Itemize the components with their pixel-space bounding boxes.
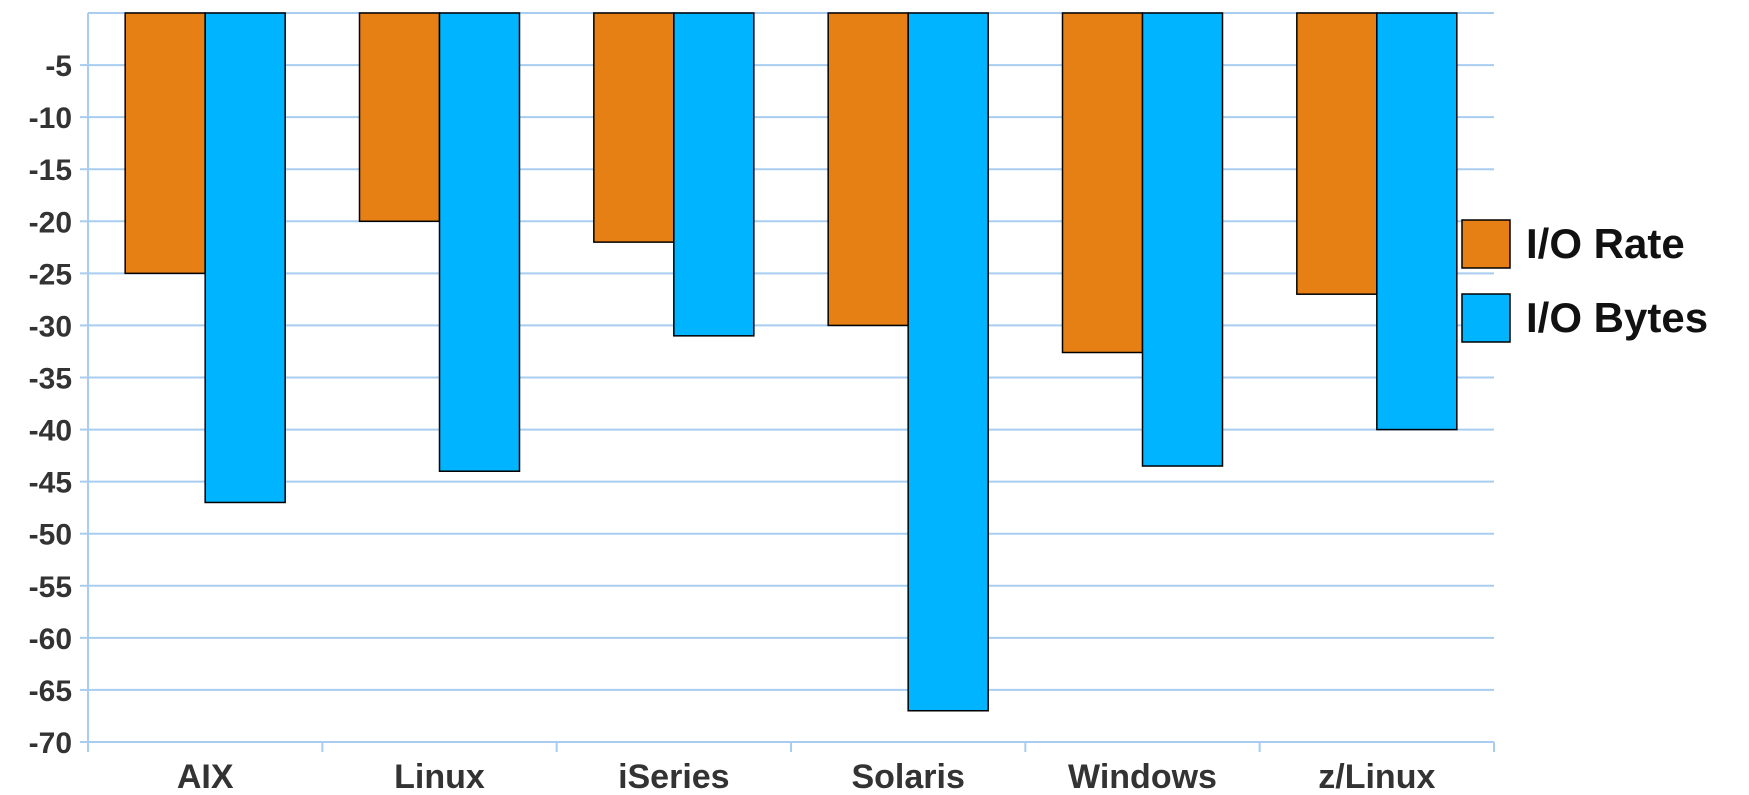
y-tick-label: -5 [45,50,72,83]
y-tick-label: -25 [29,258,72,291]
y-tick-label: -30 [29,310,72,343]
x-tick-label: Linux [394,758,485,795]
bar-windows-series-1 [1061,12,1144,354]
bar-iseries-series-2 [673,12,755,337]
bar-solaris-series-1 [827,12,909,327]
x-axis-ticks: AIX Linux iSeries Solaris Windows z/Linux [87,742,1495,795]
legend-label-series-2: I/O Bytes [1526,294,1708,341]
y-tick-label: -50 [29,519,72,552]
bar-solaris-series-2 [907,12,989,712]
x-tick-label: AIX [177,758,234,795]
x-tick-label: Windows [1068,758,1217,795]
y-tick-label: -65 [29,675,72,708]
bar-aix-series-1 [124,12,206,275]
y-tick-label: -35 [29,363,72,396]
y-tick-label: -55 [29,571,72,604]
bar-z-linux-series-2 [1376,12,1458,431]
y-tick-label: -20 [29,206,72,239]
legend-label-series-1: I/O Rate [1526,220,1685,267]
bars [124,12,1458,712]
x-tick-label: Solaris [851,758,964,795]
y-tick-label: -60 [29,623,72,656]
bar-windows-series-2 [1141,12,1224,467]
x-tick-label: z/Linux [1318,758,1435,795]
bar-z-linux-series-1 [1296,12,1378,295]
y-tick-label: -15 [29,154,72,187]
legend-swatch-series-1 [1461,219,1511,269]
legend: I/O Rate I/O Bytes [1461,219,1708,343]
bar-iseries-series-1 [593,12,675,243]
bar-aix-series-2 [204,12,286,504]
y-tick-label: -70 [29,727,72,760]
y-tick-label: -45 [29,467,72,500]
x-tick-label: iSeries [618,758,730,795]
y-tick-label: -10 [29,102,72,135]
legend-swatch-series-2 [1461,293,1511,343]
y-axis-ticks: -5 -10 -15 -20 -25 -30 -35 -40 -45 -50 -55 -60 -65 -7… [29,50,88,760]
bar-linux-series-2 [438,12,521,472]
bar-linux-series-1 [358,12,441,223]
y-tick-label: -40 [29,415,72,448]
gridlines [88,12,1494,743]
